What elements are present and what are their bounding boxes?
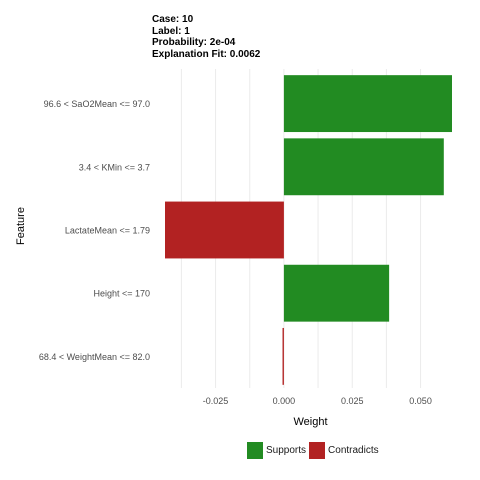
x-tick-label: 0.000 [273, 396, 296, 406]
legend-item-contradicts: Contradicts [309, 442, 379, 459]
legend-item-supports: Supports [247, 442, 306, 459]
bar-1 [283, 75, 452, 133]
label-value: Label: 1 [152, 25, 190, 37]
y-tick-label: Height <= 170 [93, 289, 150, 299]
legend-label-contradicts: Contradicts [328, 445, 379, 456]
probability-value: Probability: 2e-04 [152, 37, 236, 49]
legend-label-supports: Supports [266, 445, 307, 456]
bar-4 [283, 264, 390, 322]
legend-swatch-supports [247, 442, 263, 459]
case-header: Case: 10 Label: 1 Probability: 2e-04 Exp… [152, 14, 260, 60]
x-tick-label: 0.050 [409, 396, 432, 406]
x-tick-label: 0.025 [341, 396, 364, 406]
x-tick-label: -0.025 [203, 396, 229, 406]
explanation-fit: Explanation Fit: 0.0062 [152, 48, 261, 60]
bar-2 [283, 138, 444, 196]
y-tick-label: LactateMean <= 1.79 [65, 226, 150, 236]
legend: Supports Contradicts [247, 442, 382, 459]
y-tick-label: 68.4 < WeightMean <= 82.0 [39, 352, 150, 362]
case-label: Case: 10 [152, 14, 194, 25]
y-tick-label: 3.4 < KMin <= 3.7 [79, 162, 150, 172]
y-axis-title: Feature [15, 207, 27, 245]
y-tick-label: 96.6 < SaO2Mean <= 97.0 [44, 99, 150, 109]
x-axis-title: Weight [293, 416, 327, 428]
legend-swatch-contradicts [309, 442, 326, 459]
bar-5 [282, 327, 284, 385]
bar-3 [165, 201, 284, 259]
